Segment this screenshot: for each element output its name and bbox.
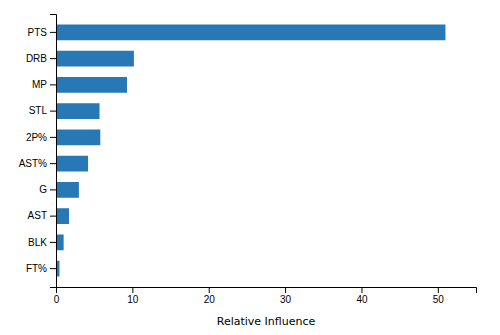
y-tick: BLK	[28, 237, 56, 248]
bar	[56, 182, 79, 198]
y-tick-mark	[50, 137, 56, 138]
y-axis-line	[50, 15, 57, 288]
x-tick-label: 30	[280, 294, 292, 305]
y-tick: MP	[32, 79, 56, 90]
x-tick: 30	[280, 287, 292, 305]
y-tick-label: AST	[28, 210, 47, 221]
y-tick-label: STL	[29, 105, 48, 116]
x-tick: 40	[356, 287, 368, 305]
y-tick-mark	[50, 111, 56, 112]
bars	[56, 25, 445, 277]
y-tick-mark	[50, 58, 56, 59]
y-tick: DRB	[26, 53, 56, 64]
y-tick: FT%	[26, 263, 56, 274]
bar	[56, 77, 127, 93]
y-tick: PTS	[28, 27, 56, 38]
plot-area: 0 10 20 30 40 50 PTS DRB MP STL 2P% AST% G AST BLK FT%	[19, 15, 477, 306]
y-tick-mark	[50, 84, 56, 85]
y-tick: 2P%	[26, 132, 56, 143]
x-tick-mark	[361, 287, 362, 293]
y-tick-label: BLK	[28, 237, 47, 248]
y-tick-label: DRB	[26, 53, 47, 64]
y-tick-mark	[50, 216, 56, 217]
x-tick: 10	[127, 287, 139, 305]
y-tick: G	[39, 184, 56, 195]
bar	[56, 51, 134, 67]
bar	[56, 130, 100, 146]
y-axis: PTS DRB MP STL 2P% AST% G AST BLK FT%	[19, 15, 57, 288]
x-tick-label: 10	[127, 294, 139, 305]
x-tick-label: 20	[204, 294, 216, 305]
bar	[56, 25, 445, 41]
y-tick: STL	[29, 105, 56, 116]
y-tick-label: 2P%	[26, 132, 47, 143]
bar	[56, 235, 64, 251]
y-tick-mark	[50, 163, 56, 164]
x-axis-title: Relative Influence	[217, 315, 316, 328]
y-tick-label: MP	[32, 79, 47, 90]
x-tick-mark	[209, 287, 210, 293]
y-tick-label: PTS	[28, 27, 48, 38]
x-axis: 0 10 20 30 40 50	[54, 287, 477, 305]
x-tick: 20	[204, 287, 216, 305]
y-tick: AST%	[19, 158, 56, 169]
x-tick-mark	[438, 287, 439, 293]
x-tick-mark	[285, 287, 286, 293]
bar	[56, 156, 88, 172]
y-tick-mark	[50, 268, 56, 269]
x-tick: 0	[54, 287, 60, 305]
x-axis-line	[57, 288, 477, 294]
y-tick-label: AST%	[19, 158, 47, 169]
y-tick-mark	[50, 32, 56, 33]
y-tick-label: FT%	[26, 263, 47, 274]
x-tick-mark	[132, 287, 133, 293]
y-tick: AST	[28, 210, 56, 221]
chart: 0 10 20 30 40 50 PTS DRB MP STL 2P% AST% G AST BLK FT% R…	[0, 0, 500, 335]
x-tick: 50	[433, 287, 445, 305]
x-tick-label: 0	[54, 294, 60, 305]
y-tick-mark	[50, 242, 56, 243]
y-tick-label: G	[39, 184, 47, 195]
x-tick-label: 50	[433, 294, 445, 305]
bar	[56, 103, 100, 119]
bar	[56, 208, 69, 224]
y-tick-mark	[50, 189, 56, 190]
x-tick-label: 40	[356, 294, 368, 305]
